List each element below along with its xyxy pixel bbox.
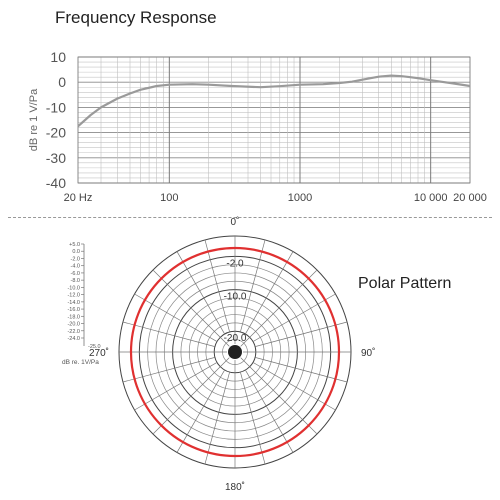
- polar-spoke: [204, 239, 230, 332]
- polar-spoke: [252, 362, 336, 411]
- fr-response-curve: [77, 74, 471, 128]
- fr-ytick-label: -40: [46, 175, 66, 191]
- polar-angle-label: 180˚: [225, 481, 245, 493]
- fr-xtick-label: 100: [160, 192, 178, 204]
- polar-scale-label: -12.0: [67, 293, 80, 299]
- fr-ytick-label: -30: [46, 150, 66, 166]
- polar-angle-label: 0˚: [231, 216, 240, 228]
- polar-spoke: [152, 357, 230, 435]
- polar-scale-label: -14.0: [67, 300, 80, 306]
- polar-ring-label: -10.0: [224, 292, 247, 303]
- polar-grid: [118, 235, 352, 469]
- polar-scale: +5.00.0-2.0-4.0-6.0-8.0-10.0-12.0-14.0-1…: [62, 242, 101, 366]
- polar-scale-label: -2.0: [71, 256, 80, 262]
- polar-spoke: [134, 362, 218, 411]
- polar-angle-label: 270˚: [89, 347, 109, 359]
- fr-ylabel: dB re 1 V/Pa: [28, 88, 40, 151]
- fr-ytick-label: 0: [58, 74, 66, 90]
- polar-spoke: [240, 269, 318, 347]
- polar-scale-label: -22.0: [67, 329, 80, 335]
- frequency-response-title: Frequency Response: [55, 8, 217, 27]
- polar-spoke: [176, 369, 225, 453]
- fr-plot-frame: [77, 56, 471, 184]
- polar-scale-label: -4.0: [71, 264, 80, 270]
- polar-pattern-curve: [129, 246, 341, 458]
- fr-xtick-label: 20 000: [453, 192, 487, 204]
- polar-spoke: [134, 293, 218, 342]
- polar-scale-label: -24.0: [67, 336, 80, 342]
- polar-scale-label: -20.0: [67, 322, 80, 328]
- polar-ring-label: -2.0: [226, 258, 244, 269]
- polar-scale-label: -18.0: [67, 314, 80, 320]
- polar-spoke: [176, 251, 225, 335]
- fr-xtick-label: 20 Hz: [64, 192, 93, 204]
- polar-spoke: [240, 239, 266, 332]
- polar-spoke: [245, 369, 294, 453]
- polar-spoke: [152, 269, 230, 347]
- fr-xtick-label: 10 000: [414, 192, 448, 204]
- fr-ytick-label: -20: [46, 125, 66, 141]
- fr-curve-group: [77, 74, 471, 128]
- polar-scale-label: 0.0: [72, 249, 80, 255]
- polar-spoke: [252, 293, 336, 342]
- polar-scale-label: -6.0: [71, 271, 80, 277]
- polar-spoke: [245, 251, 294, 335]
- polar-spoke: [204, 372, 230, 465]
- polar-spoke: [122, 321, 215, 347]
- fr-grid: [77, 56, 471, 184]
- polar-pattern-group: [129, 246, 341, 458]
- polar-spoke: [255, 357, 348, 383]
- fr-ytick-label: -10: [46, 99, 66, 115]
- polar-scale-label: -8.0: [71, 278, 80, 284]
- polar-scale-label: -10.0: [67, 285, 80, 291]
- polar-ring-label: -20.0: [224, 333, 247, 344]
- fr-xtick-label: 1000: [288, 192, 312, 204]
- polar-center-hub: [228, 345, 242, 359]
- polar-scale-extra-label: -25.0: [88, 344, 101, 350]
- polar-scale-label: -16.0: [67, 307, 80, 313]
- polar-scale-units: dB re. 1V/Pa: [62, 359, 99, 366]
- polar-pattern-title: Polar Pattern: [358, 275, 452, 292]
- polar-angle-label: 90˚: [361, 347, 375, 359]
- polar-spoke: [240, 372, 266, 465]
- polar-scale-label: +5.0: [69, 242, 80, 248]
- fr-ytick-label: 10: [50, 49, 66, 65]
- polar-spoke: [240, 357, 318, 435]
- polar-labels: 0˚ 90˚ 180˚ 270˚ -2.0 -10.0 -20.0: [89, 216, 375, 493]
- polar-spoke: [122, 357, 215, 383]
- section-divider: [8, 217, 492, 218]
- polar-spoke: [255, 321, 348, 347]
